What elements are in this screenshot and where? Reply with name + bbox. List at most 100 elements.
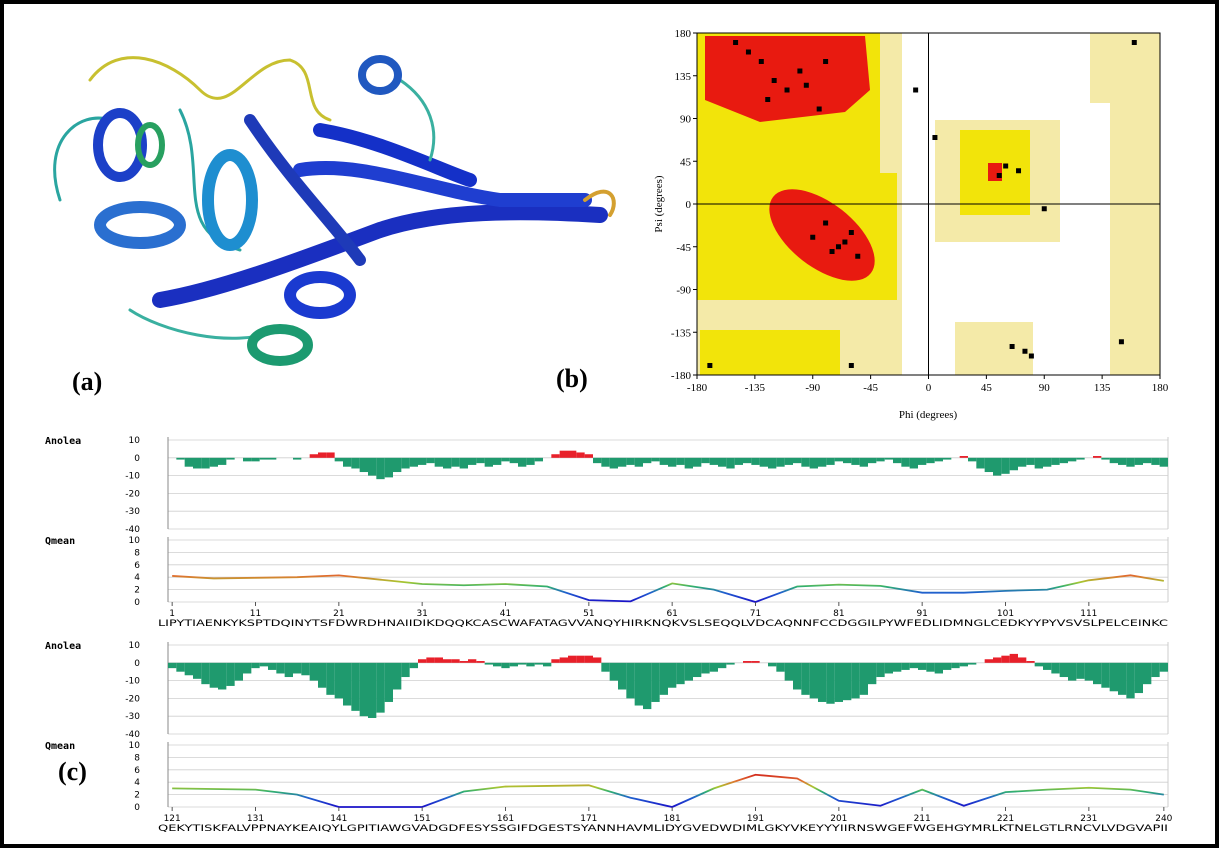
anolea-bar [626,663,634,699]
anolea-bar [851,663,859,699]
anolea-bar [968,458,976,462]
y-tick-label: -40 [125,525,140,535]
y-tick-label: 0 [134,598,140,608]
anolea-bar [826,663,834,704]
anolea-bar [643,458,651,463]
track-label: Anolea [45,641,81,652]
anolea-bar [926,458,934,463]
y-tick-label: 0 [134,454,140,464]
anolea-bar [968,663,976,665]
point [1022,349,1027,354]
anolea-bar [810,458,818,469]
x-tick-label: 41 [500,609,511,619]
anolea-bar [1135,458,1143,465]
anolea-bar [718,663,726,668]
anolea-bar [326,452,334,457]
x-tick-label: 90 [1039,382,1051,394]
y-tick-label: -135 [671,327,692,339]
anolea-bar [251,663,259,668]
y-tick-label: -30 [125,712,140,722]
anolea-bar [218,458,226,465]
anolea-bar [1026,661,1034,663]
y-tick-label: 180 [675,28,692,40]
anolea-bar [835,663,843,702]
x-tick-label: 201 [830,814,847,824]
anolea-bar [351,458,359,469]
anolea-bar [1118,663,1126,695]
anolea-bar [393,458,401,472]
y-tick-label: 0 [686,199,692,211]
anolea-bar [726,663,734,665]
anolea-bar [701,663,709,674]
x-tick-label: 91 [916,609,927,619]
anolea-bar [443,458,451,469]
point [746,50,751,55]
anolea-bar [226,663,234,686]
point [823,59,828,64]
anolea-bar [351,663,359,711]
anolea-bar [526,663,534,667]
anolea-bar [1151,458,1159,465]
point [855,254,860,259]
point [1016,168,1021,173]
anolea-bar [768,663,776,667]
x-tick-label: 45 [981,382,993,394]
anolea-bar [551,659,559,663]
anolea-bar [1143,663,1151,684]
anolea-bar [293,663,301,674]
y-tick-label: 2 [134,586,140,596]
anolea-bar [985,458,993,472]
anolea-bar [185,458,193,467]
track-label: Qmean [45,741,75,752]
x-tick-label: 240 [1155,814,1172,824]
anolea-bar [1060,663,1068,677]
anolea-bar [585,454,593,458]
point [785,88,790,93]
anolea-bar [793,458,801,463]
y-tick-label: -45 [676,242,691,254]
anolea-bar [485,663,493,665]
anolea-bar [543,663,551,667]
anolea-bar [635,458,643,467]
x-tick-label: 71 [750,609,761,619]
x-tick-label: 181 [664,814,681,824]
anolea-bar [326,663,334,695]
anolea-bar [843,458,851,463]
anolea-bar [1010,654,1018,663]
anolea-bar [860,663,868,695]
anolea-bar [401,458,409,469]
anolea-bar [893,663,901,672]
anolea-bar [410,663,418,668]
anolea-bar [210,663,218,688]
anolea-bar [860,458,868,467]
anolea-bar [193,663,201,679]
anolea-bar [226,458,234,460]
x-tick-label: 151 [414,814,431,824]
anolea-bar [1143,458,1151,463]
anolea-bar [960,663,968,667]
anolea-bar [368,458,376,476]
anolea-bar [293,458,301,460]
anolea-bar [343,458,351,467]
anolea-bar [951,663,959,668]
anolea-bar [576,656,584,663]
anolea-bar [501,663,509,668]
point [1042,206,1047,211]
anolea-bar [568,656,576,663]
anolea-bar [1076,458,1084,460]
y-tick-label: 10 [129,536,141,546]
anolea-bar [685,663,693,681]
anolea-bar [843,663,851,700]
anolea-bar [1118,458,1126,465]
point [772,78,777,83]
anolea-bar [701,458,709,463]
track-label: Qmean [45,536,75,547]
anolea-bar [751,458,759,465]
anolea-bar [1026,458,1034,465]
y-tick-label: 8 [134,548,140,558]
anolea-bar [1110,458,1118,463]
point [1132,40,1137,45]
anolea-bar [826,458,834,465]
anolea-bar [1001,458,1009,474]
anolea-bar [743,458,751,463]
